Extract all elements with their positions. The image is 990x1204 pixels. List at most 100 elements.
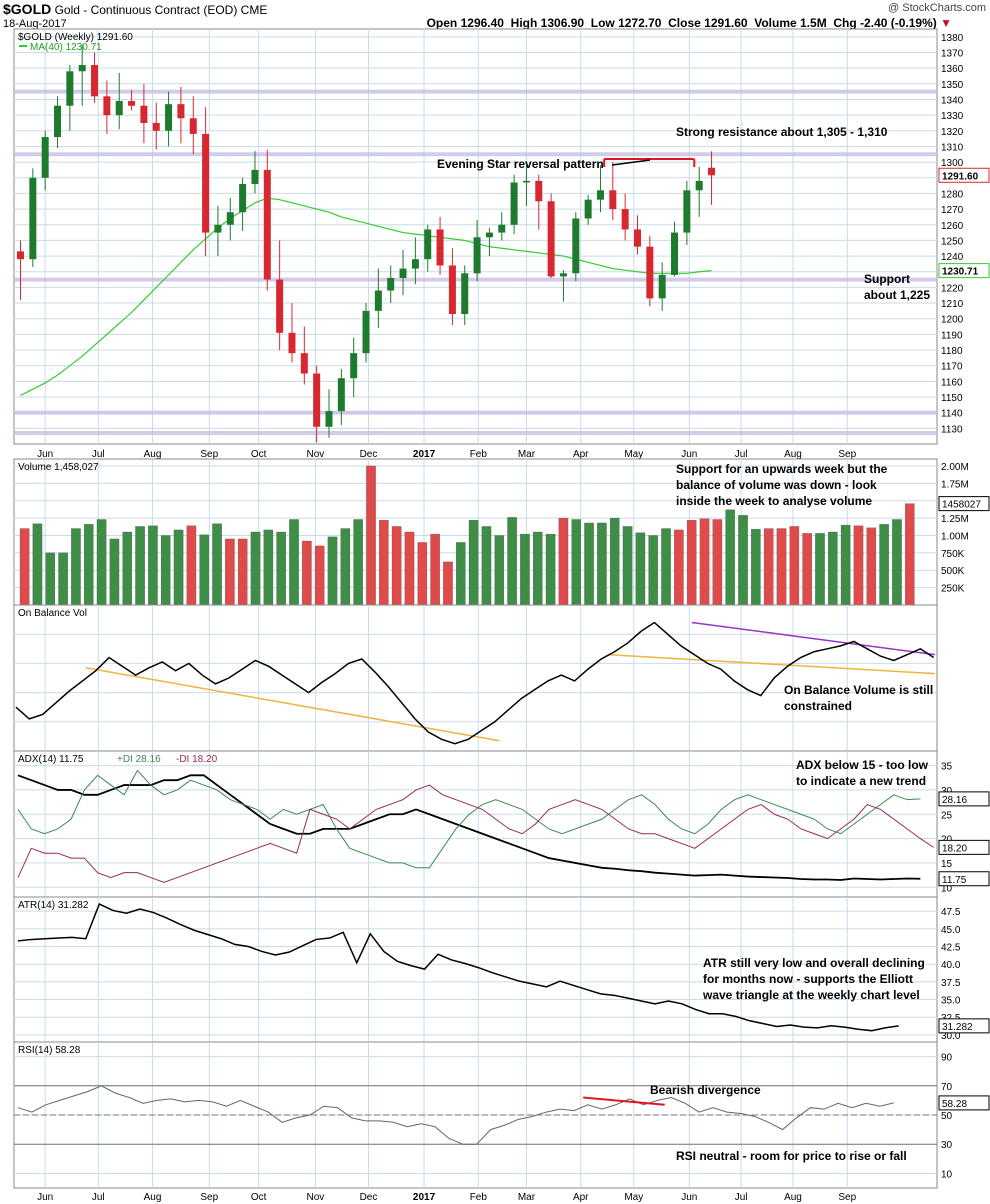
volume-bar [738,515,748,606]
y-tick-label: 1360 [941,64,964,75]
volume-bar [532,531,543,606]
x-axis-label-bottom: Sep [838,1192,856,1203]
y-tick-label: 30 [941,1140,953,1151]
x-axis-label: Nov [307,449,325,460]
y-tick-label: 750K [941,549,965,560]
pdi-title: +DI 28.16 [117,754,161,765]
volume-bar [58,552,68,606]
symbol: $GOLD [3,1,52,17]
volume-bar [622,526,633,606]
candle-body [634,229,641,247]
candle-body [78,65,86,72]
volume-bar [456,542,466,606]
watermark: @ StockCharts.com [888,2,986,14]
volume-bar [366,465,376,606]
price-panel [13,28,938,445]
mdi-title: -DI 18.20 [176,754,218,765]
support-annotation-line2: about 1,225 [864,288,930,302]
volume-panel [13,458,938,606]
atr-annotation-line3: wave triangle at the weekly chart level [702,988,920,1002]
y-tick-label: 45.0 [941,925,961,936]
x-axis-label: May [624,449,643,460]
candle-body [671,232,679,275]
volume-bar [250,531,261,606]
y-tick-label: 1.75M [941,479,969,490]
y-tick-label: 1180 [941,346,963,357]
support-annotation-line1: Support [864,272,910,286]
x-axis-label-bottom: Nov [307,1192,325,1203]
obv-trendline-orange [607,653,935,675]
y-tick-label: 42.5 [941,943,961,954]
adx-series-ADX [17,774,921,881]
x-axis-label: Feb [470,449,488,460]
volume-bar [584,522,594,606]
candle-body [473,237,481,274]
y-tick-label: 25 [941,810,953,821]
last-atr-label-box [938,1018,990,1034]
candle-body [313,373,321,427]
candle-body [239,184,247,213]
volume-bar [199,534,209,606]
volume-bar [494,535,505,606]
volume-bar [135,526,145,606]
adx-panel-frame [13,750,938,898]
y-tick-label: 1300 [941,158,964,169]
bearish-divergence-line [583,1096,665,1106]
volume-bar [648,535,658,606]
candle-body [436,229,444,266]
atr-panel-frame [13,896,938,1043]
volume-bar [674,529,684,606]
close-value: 1291.60 [704,16,748,30]
rsi-panel [13,1041,938,1189]
last-price-label-box [938,167,990,183]
y-tick-label: 1350 [941,80,964,91]
high-value: 1306.90 [540,16,585,30]
change-value: -2.40 (-0.19%) [860,16,937,30]
volume-bar [635,532,646,606]
last-adx-label: 11.75 [942,875,967,886]
x-axis-label-bottom: Dec [360,1192,378,1203]
last-mdi-label: 18.20 [942,843,967,854]
volume-bar [866,527,877,606]
obv-title: On Balance Vol [18,608,87,619]
x-axis-label-bottom: Aug [144,1192,162,1203]
volume-bar [520,533,530,606]
x-axis-label-bottom: Aug [784,1192,802,1203]
obv-trendline-orange [85,667,500,742]
y-tick-label: 1330 [941,111,964,122]
y-tick-label: 1200 [941,315,964,326]
candle-body [337,378,345,412]
x-axis-label: 2017 [413,449,436,460]
volume-bar [558,517,569,606]
volume-bar [109,538,120,606]
volume-bar [725,509,735,606]
candle-body [66,71,74,106]
candle-body [189,118,197,134]
candle-body [695,180,703,191]
candle-body [128,101,136,106]
candle-body [535,180,543,202]
y-tick-label: 10 [941,883,953,894]
candle-body [708,167,716,176]
x-axis-label: Jun [681,449,697,460]
y-tick-label: 1240 [941,252,964,263]
volume-bar [751,529,761,606]
volume-bar [417,542,428,606]
volume-bar [481,526,492,606]
adx-panel [13,750,938,898]
obv-trendline-purple [691,621,935,656]
chart-header-title: $GOLD Gold - Continuous Contract (EOD) C… [3,1,267,17]
candle-body [276,279,284,333]
candle-body [399,268,407,278]
price-panel-frame [13,28,938,445]
candle-body [547,201,555,277]
x-axis-label-bottom: Jun [37,1192,53,1203]
x-axis-label: Sep [200,449,218,460]
evening-star-pointer [611,159,651,166]
price-title: $GOLD (Weekly) 1291.60 [18,32,133,43]
y-tick-label: 40.0 [941,960,961,971]
y-tick-label: 35.0 [941,996,961,1007]
y-tick-label: 30.0 [941,1031,961,1042]
candle-body [288,332,296,354]
